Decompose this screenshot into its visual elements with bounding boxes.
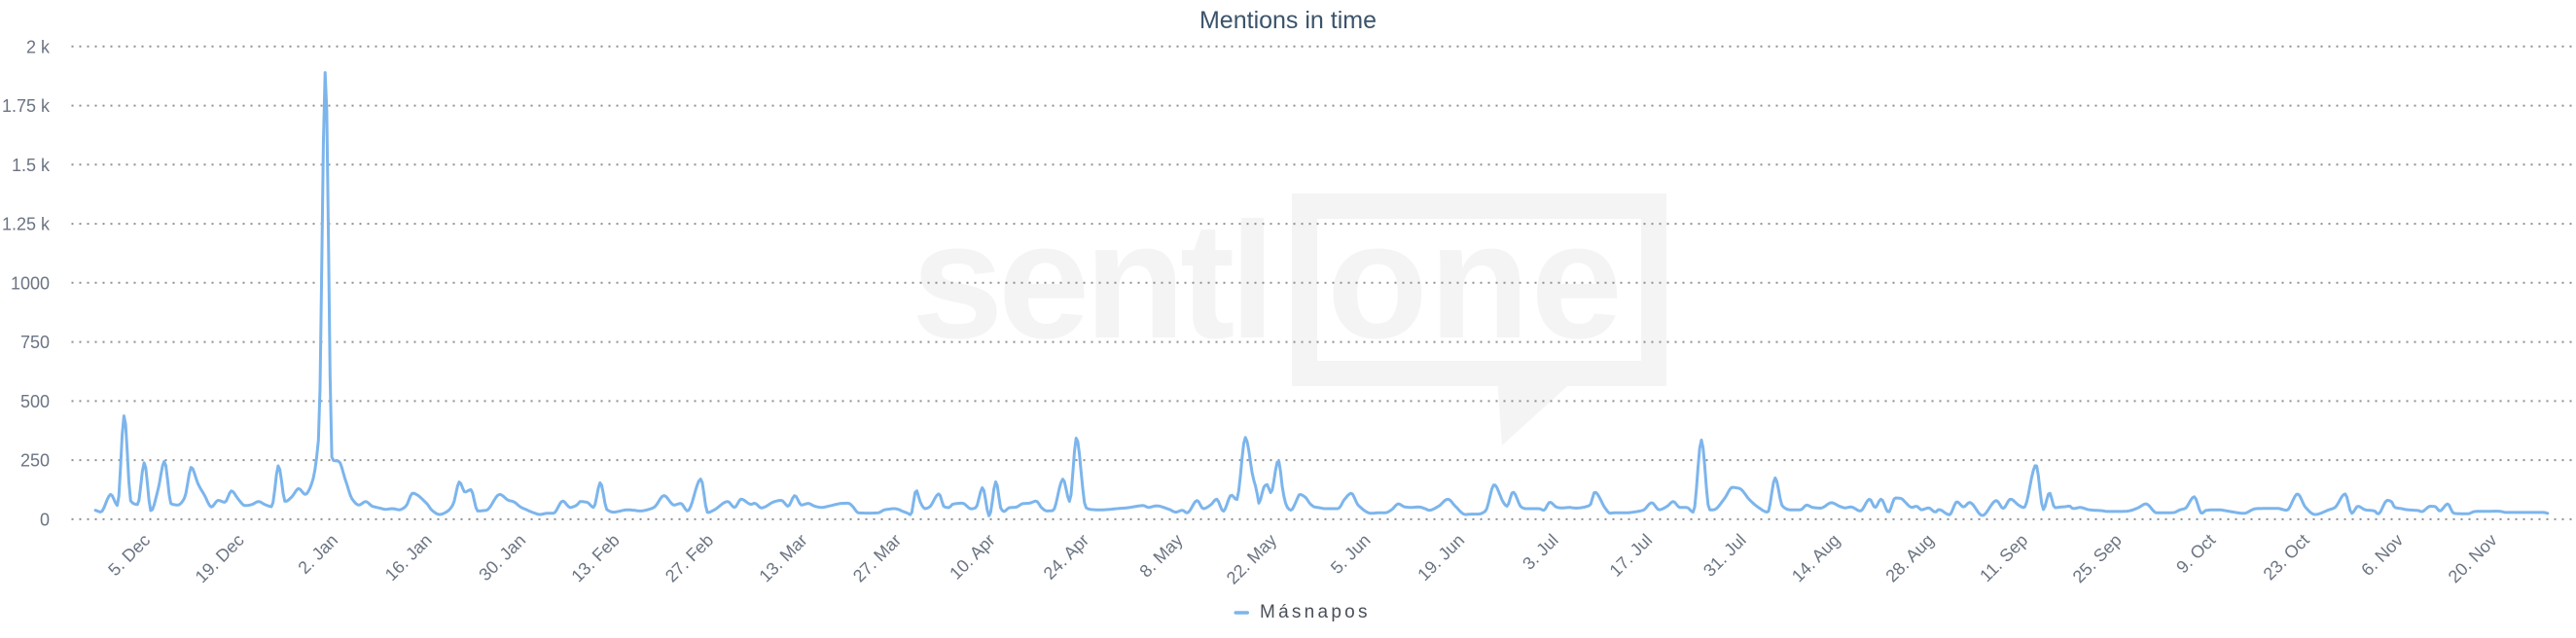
svg-text:250: 250 — [20, 451, 50, 471]
svg-text:sentl: sentl — [912, 189, 1275, 373]
svg-text:750: 750 — [20, 333, 50, 352]
svg-text:0: 0 — [40, 510, 50, 529]
svg-text:1.75 k: 1.75 k — [2, 96, 51, 116]
svg-text:one: one — [1327, 189, 1623, 373]
svg-text:500: 500 — [20, 392, 50, 411]
svg-text:Mentions in time: Mentions in time — [1199, 7, 1377, 34]
svg-text:1.5 k: 1.5 k — [12, 156, 51, 175]
svg-text:Másnapos: Másnapos — [1260, 602, 1368, 622]
svg-text:1.25 k: 1.25 k — [2, 215, 51, 234]
svg-text:1000: 1000 — [11, 273, 50, 293]
svg-text:2 k: 2 k — [26, 37, 51, 56]
